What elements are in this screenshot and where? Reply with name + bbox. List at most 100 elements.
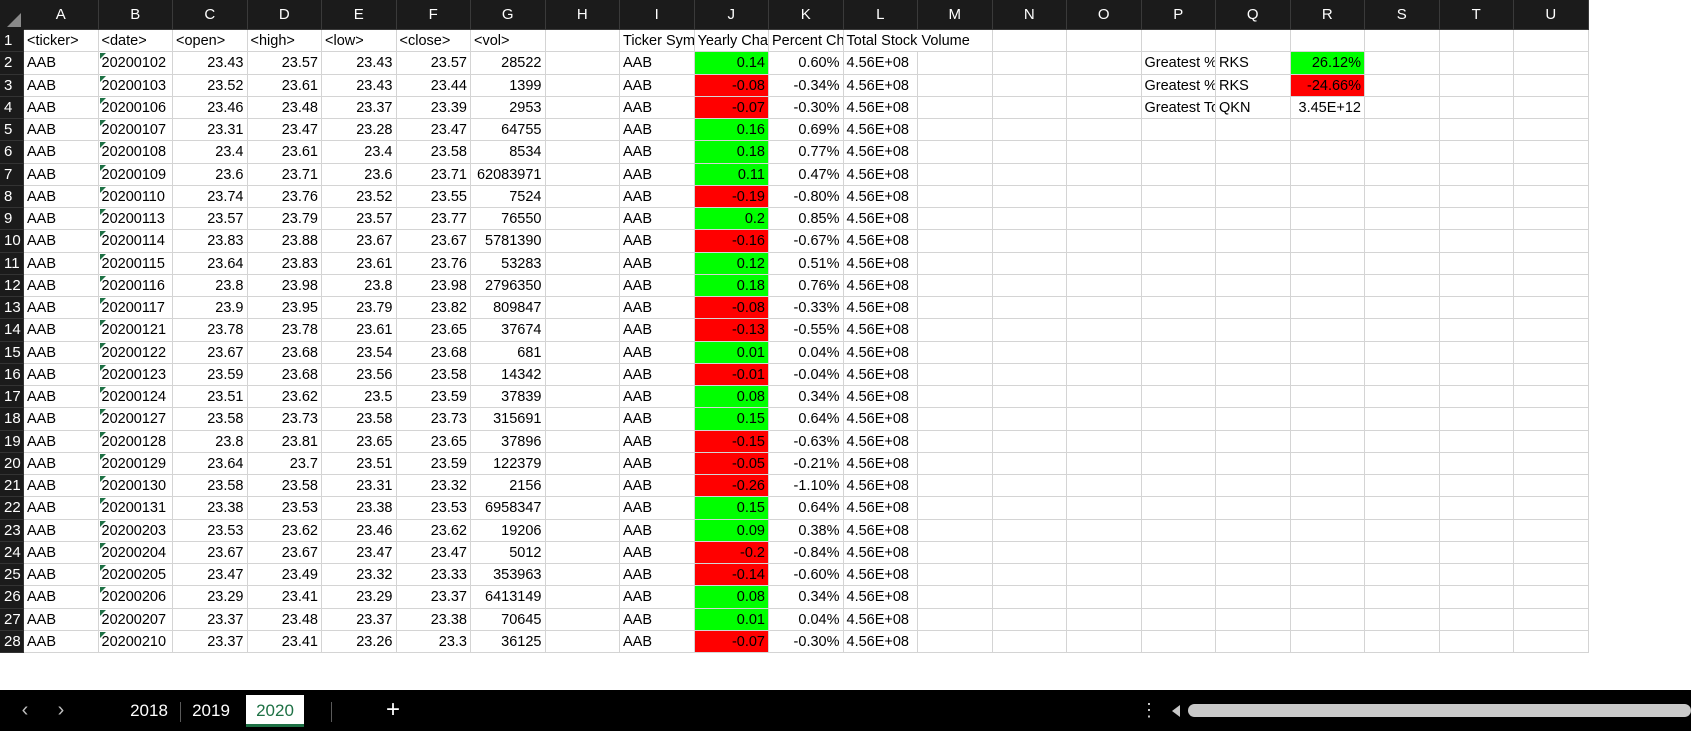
column-header-i[interactable]: I [620,0,695,30]
header-cell-l[interactable]: Total Stock Volume [843,30,993,53]
empty-cell[interactable] [545,497,620,520]
low-cell[interactable]: 23.57 [322,208,397,231]
empty-cell[interactable] [1290,475,1365,498]
scroll-left-icon[interactable] [1172,705,1180,717]
high-cell[interactable]: 23.48 [247,96,322,119]
empty-cell[interactable] [1216,497,1291,520]
row-header[interactable]: 3 [0,74,24,97]
empty-cell[interactable] [1067,608,1142,631]
high-cell[interactable]: 23.76 [247,185,322,208]
column-header-f[interactable]: F [396,0,471,30]
high-cell[interactable]: 23.83 [247,252,322,275]
percent-change-cell[interactable]: 0.04% [769,341,844,364]
open-cell[interactable]: 23.46 [173,96,248,119]
empty-cell[interactable] [1290,386,1365,409]
empty-cell[interactable] [1290,452,1365,475]
empty-cell[interactable] [1216,541,1291,564]
empty-cell[interactable] [1067,541,1142,564]
ticker-cell[interactable]: AAB [24,163,99,186]
empty-cell[interactable] [545,408,620,431]
ticker-symbol-cell[interactable]: AAB [620,252,695,275]
vol-cell[interactable]: 64755 [471,119,546,142]
column-header-b[interactable]: B [98,0,173,30]
empty-cell[interactable] [992,564,1067,587]
empty-cell[interactable] [545,119,620,142]
percent-change-cell[interactable]: 0.34% [769,586,844,609]
summary-ticker-cell[interactable]: RKS [1216,74,1291,97]
total-volume-cell[interactable]: 4.56E+08 [843,608,918,631]
header-cell-g[interactable]: <vol> [471,30,546,53]
open-cell[interactable]: 23.64 [173,452,248,475]
total-volume-cell[interactable]: 4.56E+08 [843,163,918,186]
row-header[interactable]: 15 [0,341,24,364]
yearly-change-cell[interactable]: -0.07 [694,630,769,653]
ticker-cell[interactable]: AAB [24,430,99,453]
empty-cell[interactable] [1067,230,1142,253]
empty-cell[interactable] [918,185,993,208]
row-header[interactable]: 7 [0,163,24,186]
empty-cell[interactable] [1365,230,1440,253]
open-cell[interactable]: 23.6 [173,163,248,186]
column-header-e[interactable]: E [322,0,397,30]
open-cell[interactable]: 23.29 [173,586,248,609]
empty-cell[interactable] [1365,386,1440,409]
empty-cell[interactable] [992,341,1067,364]
row-header[interactable]: 19 [0,430,24,453]
row-header[interactable]: 22 [0,497,24,520]
close-cell[interactable]: 23.47 [396,541,471,564]
yearly-change-cell[interactable]: -0.01 [694,363,769,386]
vol-cell[interactable]: 37839 [471,386,546,409]
empty-cell[interactable] [1439,208,1514,231]
ticker-symbol-cell[interactable]: AAB [620,230,695,253]
empty-cell[interactable] [1141,497,1216,520]
empty-cell[interactable] [992,541,1067,564]
open-cell[interactable]: 23.74 [173,185,248,208]
horizontal-scrollbar[interactable] [1170,701,1691,720]
empty-cell[interactable] [1439,319,1514,342]
close-cell[interactable]: 23.47 [396,119,471,142]
row-header[interactable]: 20 [0,452,24,475]
empty-cell[interactable] [1216,30,1291,53]
row-header[interactable]: 23 [0,519,24,542]
open-cell[interactable]: 23.47 [173,564,248,587]
high-cell[interactable]: 23.62 [247,386,322,409]
empty-cell[interactable] [1439,52,1514,75]
empty-cell[interactable] [1290,497,1365,520]
date-cell[interactable]: 20200110 [98,185,173,208]
empty-cell[interactable] [1290,208,1365,231]
empty-cell[interactable] [918,319,993,342]
empty-cell[interactable] [1514,363,1589,386]
row-header[interactable]: 13 [0,297,24,320]
ticker-cell[interactable]: AAB [24,96,99,119]
ticker-cell[interactable]: AAB [24,74,99,97]
ticker-symbol-cell[interactable]: AAB [620,564,695,587]
empty-cell[interactable] [1514,586,1589,609]
empty-cell[interactable] [1365,319,1440,342]
vol-cell[interactable]: 2953 [471,96,546,119]
vol-cell[interactable]: 6958347 [471,497,546,520]
percent-change-cell[interactable]: -0.55% [769,319,844,342]
empty-cell[interactable] [1067,274,1142,297]
ticker-symbol-cell[interactable]: AAB [620,408,695,431]
empty-cell[interactable] [1216,430,1291,453]
high-cell[interactable]: 23.49 [247,564,322,587]
ticker-symbol-cell[interactable]: AAB [620,163,695,186]
empty-cell[interactable] [918,386,993,409]
row-header[interactable]: 28 [0,630,24,653]
low-cell[interactable]: 23.38 [322,497,397,520]
yearly-change-cell[interactable]: 0.15 [694,408,769,431]
empty-cell[interactable] [1290,230,1365,253]
ticker-symbol-cell[interactable]: AAB [620,363,695,386]
total-volume-cell[interactable]: 4.56E+08 [843,319,918,342]
vol-cell[interactable]: 7524 [471,185,546,208]
date-cell[interactable]: 20200103 [98,74,173,97]
ticker-symbol-cell[interactable]: AAB [620,74,695,97]
empty-cell[interactable] [1290,363,1365,386]
ticker-symbol-cell[interactable]: AAB [620,52,695,75]
empty-cell[interactable] [545,252,620,275]
ticker-cell[interactable]: AAB [24,363,99,386]
empty-cell[interactable] [992,141,1067,164]
header-cell-j[interactable]: Yearly Change [694,30,769,53]
total-volume-cell[interactable]: 4.56E+08 [843,119,918,142]
vol-cell[interactable]: 36125 [471,630,546,653]
